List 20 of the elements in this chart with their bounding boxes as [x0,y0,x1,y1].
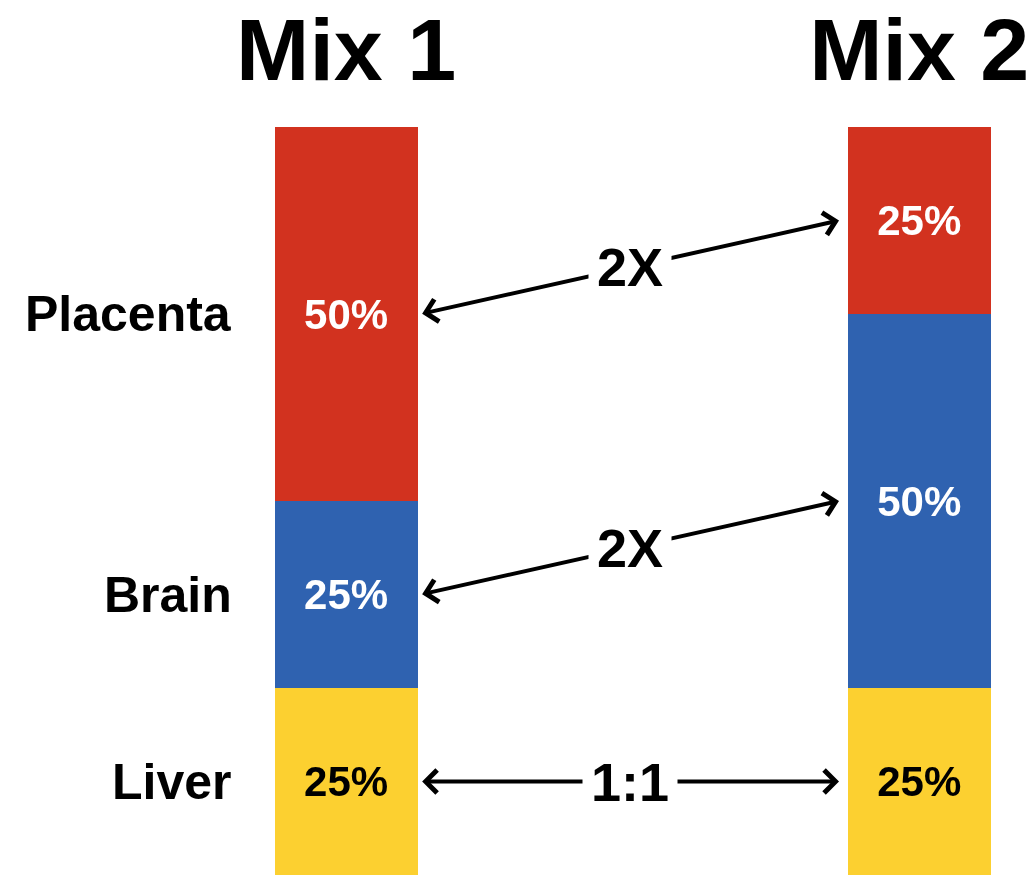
series-label: Liver [112,754,232,810]
x-tick-label: Mix 1 [236,0,457,100]
bar [274,501,418,688]
series-label: Placenta [25,286,232,342]
series-label: Brain [104,567,232,623]
data-label: 50% [877,477,962,525]
annotation: 2X [597,237,664,297]
bar [847,314,991,688]
bar [847,127,991,314]
bar [847,688,991,875]
bar [274,688,418,875]
data-label: 25% [877,758,962,805]
annotation: 1:1 [591,752,670,812]
data-label: 25% [877,197,962,244]
bar [274,127,418,501]
x-tick-label: Mix 2 [809,0,1030,100]
annotation: 2X [597,518,664,578]
data-label: 50% [304,290,389,338]
data-label: 25% [304,571,389,618]
data-label: 25% [304,758,389,805]
